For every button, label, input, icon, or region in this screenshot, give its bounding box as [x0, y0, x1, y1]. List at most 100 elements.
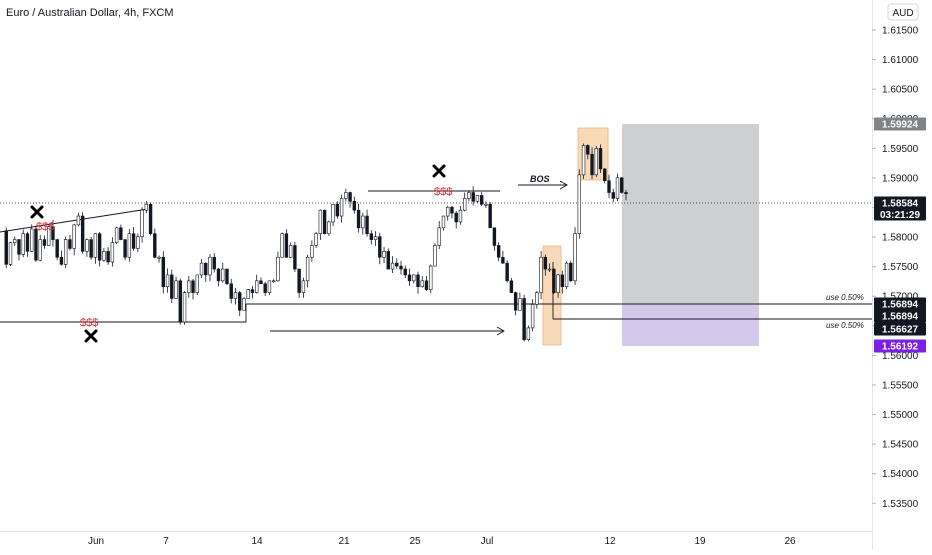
price-tag-label: 1.56894: [882, 312, 919, 323]
price-tag-level: 1.56627: [874, 322, 926, 336]
candle-body: [598, 148, 603, 170]
price-tag-label: 1.58584: [882, 199, 919, 210]
price-tick-label: 1.61000: [882, 55, 919, 66]
candle-body: [114, 227, 119, 243]
price-tick-label: 1.54000: [882, 469, 919, 480]
price-tick-label: 1.54500: [882, 440, 919, 451]
candle-body: [271, 280, 276, 283]
candle-body: [335, 203, 340, 217]
candle-body: [182, 292, 187, 323]
candle-body: [454, 212, 458, 223]
candle-body: [72, 224, 76, 249]
candle-body: [509, 280, 514, 293]
candle-body: [106, 251, 110, 263]
candle-body: [603, 168, 607, 182]
candle-body: [25, 233, 30, 252]
risk-note-lower: use 0.50%: [826, 321, 864, 330]
candle-body: [581, 145, 586, 176]
candle-body: [386, 251, 390, 270]
candle-body: [607, 180, 611, 193]
risk-note-upper: use 0.50%: [826, 293, 864, 302]
candle-body: [212, 256, 216, 270]
candle-body: [280, 233, 284, 258]
candle-body: [110, 242, 115, 263]
liquidity-label-low: $$$: [80, 317, 98, 329]
candle-body: [569, 262, 573, 282]
candle-body: [46, 226, 51, 246]
candle-body: [378, 236, 382, 258]
time-tick-label: 19: [694, 536, 706, 547]
candle-body: [148, 203, 153, 235]
target-zone: [622, 124, 759, 304]
price-tick-label: 1.60500: [882, 85, 919, 96]
bos-arrow-head: [559, 180, 568, 190]
candle-body: [8, 242, 13, 265]
candle-body: [238, 292, 242, 311]
candle-body: [30, 228, 34, 252]
candle-body: [259, 280, 263, 285]
candle-body: [208, 256, 212, 276]
candle-body: [263, 283, 267, 293]
candle-body: [140, 209, 144, 237]
candle-body: [199, 262, 204, 276]
price-tick-label: 1.59000: [882, 173, 919, 184]
time-tick-label: 25: [409, 536, 421, 547]
candle-body: [475, 195, 480, 202]
price-tick-label: 1.53500: [882, 499, 919, 510]
candle-body: [42, 239, 47, 246]
candle-body: [305, 256, 310, 282]
candle-body: [615, 177, 620, 199]
candle-body: [564, 262, 569, 287]
candle-body: [356, 209, 361, 229]
time-tick-label: 26: [784, 536, 796, 547]
candle-body: [339, 198, 344, 217]
candle-body: [458, 209, 463, 223]
price-tag-label: 1.56627: [882, 325, 919, 336]
candle-body: [284, 233, 289, 258]
x-mark-stroke: [30, 205, 44, 219]
candle-body: [144, 203, 149, 211]
candle-body: [233, 292, 238, 299]
price-tag-level: 1.56894: [874, 297, 926, 311]
position-zones: [542, 124, 759, 346]
candle-body: [552, 268, 556, 293]
candle-body: [170, 274, 174, 299]
candle-body: [560, 274, 565, 287]
candle-body: [488, 203, 492, 229]
x-mark-stroke: [432, 164, 446, 178]
candle-body: [352, 201, 357, 211]
currency-badge[interactable]: [887, 3, 919, 21]
candle-body: [513, 292, 518, 311]
candles: [4, 143, 628, 342]
candle-body: [267, 280, 272, 293]
candle-body: [322, 209, 327, 235]
candle-body: [539, 256, 543, 293]
time-tick-label: Jul: [481, 536, 494, 547]
candle-body: [165, 274, 170, 287]
candle-body: [97, 233, 102, 261]
candle-body: [369, 233, 374, 240]
candle-body: [127, 233, 132, 258]
candle-body: [21, 233, 25, 255]
x-mark-left: [30, 205, 44, 219]
candle-body: [611, 192, 615, 199]
candle-body: [13, 239, 17, 243]
candle-body: [518, 298, 522, 311]
candle-body: [361, 215, 365, 229]
price-tag-bg: [874, 196, 926, 221]
candle-body: [327, 221, 331, 235]
candle-body: [250, 289, 255, 293]
candle-body: [51, 226, 55, 240]
candle-body: [34, 228, 38, 261]
time-tick-label: 7: [163, 536, 169, 547]
price-tick-label: 1.55500: [882, 380, 919, 391]
candle-body: [620, 177, 624, 193]
time-tick-label: Jun: [88, 536, 104, 547]
candle-body: [484, 203, 488, 206]
candle-body: [471, 192, 475, 202]
time-axis-ticks[interactable]: Jun 7 14 21 25 Jul 12 19 26: [88, 536, 796, 547]
candle-body: [80, 215, 85, 252]
